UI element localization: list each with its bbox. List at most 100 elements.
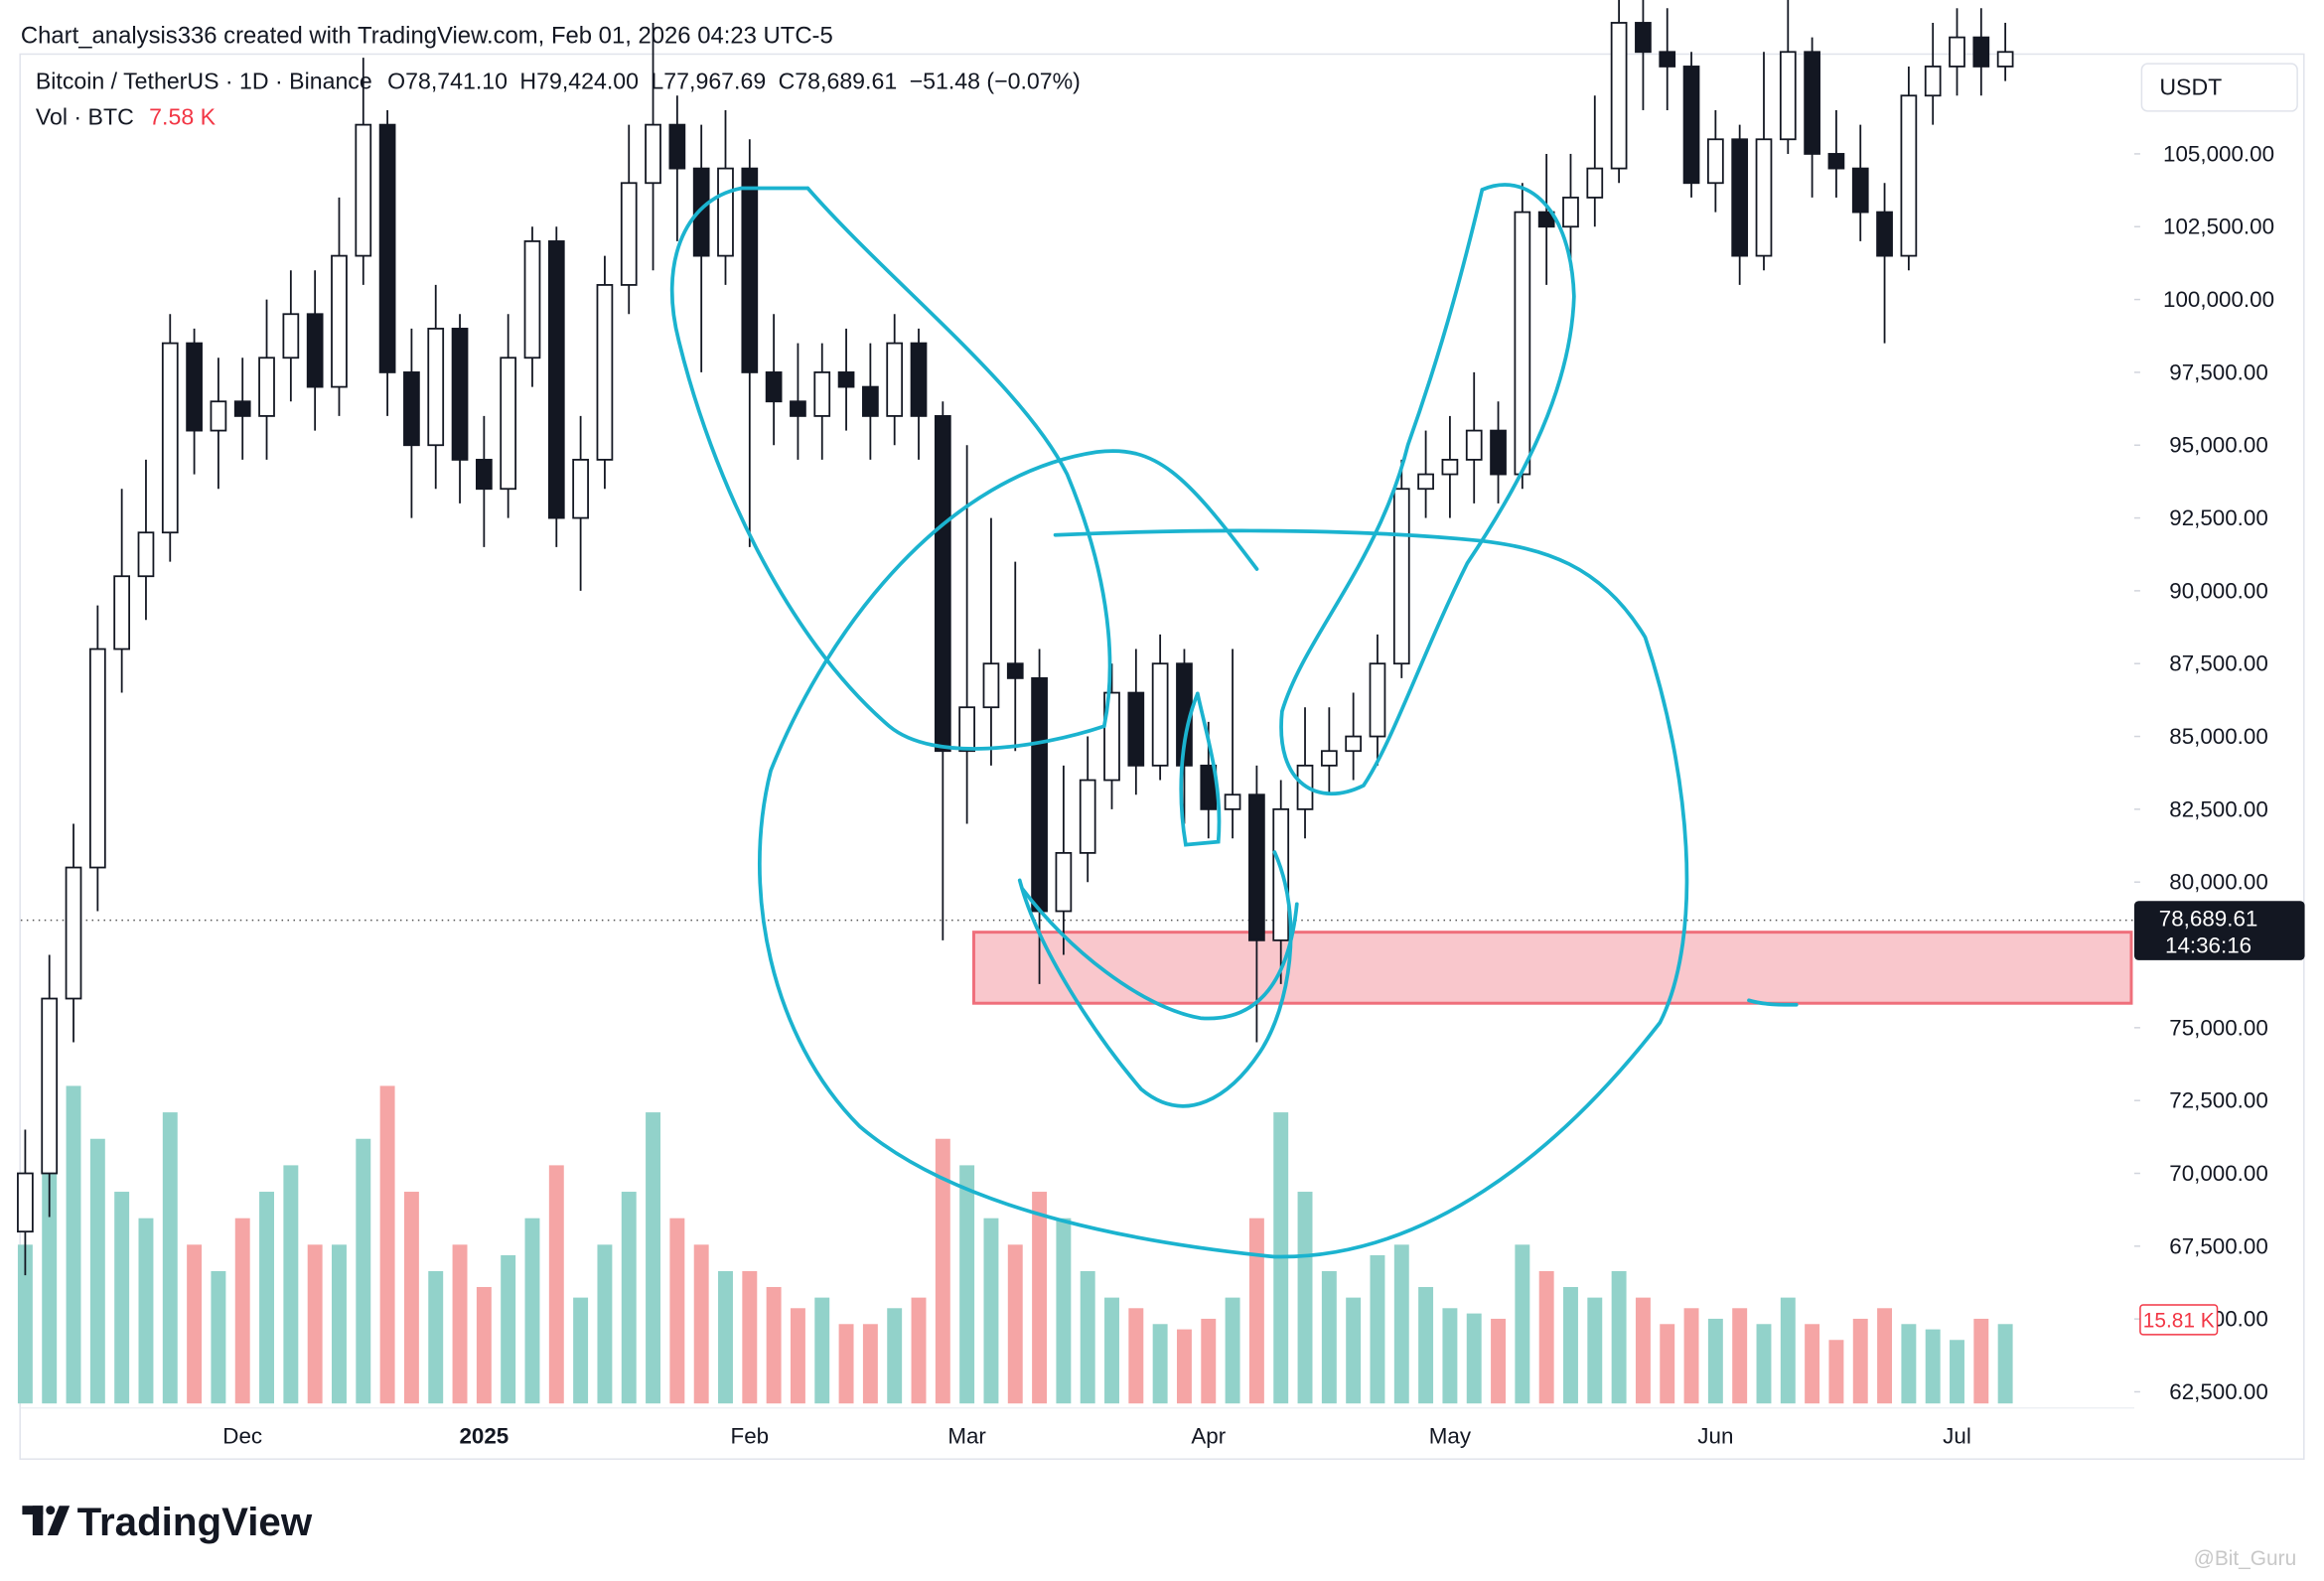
candle-body (403, 371, 420, 447)
y-tick-label: 92,500.00 (2169, 505, 2268, 530)
close: 78,689.61 (795, 69, 897, 94)
volume-bar (307, 1244, 323, 1404)
x-tick-label: Jun (1697, 1424, 1733, 1449)
change: −51.48 (−0.07%) (910, 69, 1081, 94)
y-tick-label: 72,500.00 (2169, 1088, 2268, 1113)
volume-bar (669, 1218, 685, 1404)
candle-body (306, 313, 324, 388)
candle-body (1103, 691, 1120, 782)
volume-bar (89, 1138, 105, 1404)
candle-body (1804, 51, 1820, 155)
volume-bar (959, 1165, 975, 1404)
candle-body (596, 284, 614, 461)
volume-bar (1563, 1286, 1578, 1404)
volume-bar (1538, 1270, 1554, 1404)
candle-body (910, 342, 928, 417)
credit: Chart_analysis336 created with TradingVi… (21, 22, 833, 49)
candle-body (1514, 211, 1531, 476)
candle-body (137, 531, 155, 578)
candle-body (547, 240, 565, 519)
candle-body (1031, 676, 1048, 913)
volume-bar (935, 1138, 950, 1404)
candle-body (1562, 197, 1579, 228)
countdown: 14:36:16 (2165, 933, 2251, 957)
volume-bar (1997, 1324, 2013, 1404)
volume-bar (1248, 1218, 1264, 1404)
drawing (1747, 998, 1799, 1007)
zone (971, 931, 2133, 1005)
candle-body (1248, 793, 1265, 941)
volume-bar (1901, 1324, 1917, 1404)
candle-body (451, 328, 469, 461)
y-tick-label: 100,000.00 (2163, 287, 2274, 312)
candle-body (837, 371, 855, 388)
candle-body (1779, 51, 1797, 141)
volume-bar (911, 1297, 927, 1404)
volume-bar (259, 1192, 274, 1404)
x-tick-label: Mar (947, 1424, 986, 1449)
volume-bar (621, 1192, 637, 1404)
candle-body (1537, 211, 1555, 228)
drawing (1020, 887, 1299, 1021)
candle-body (17, 1172, 34, 1233)
candle-body (717, 167, 734, 257)
volume-bar (476, 1286, 492, 1404)
l-label: L (651, 69, 663, 94)
volume-bar (1321, 1270, 1337, 1404)
y-tick-label: 105,000.00 (2163, 141, 2274, 166)
volume-bar (718, 1270, 733, 1404)
volume-bar (548, 1165, 564, 1404)
x-tick-label: Apr (1191, 1424, 1226, 1449)
candle-body (1924, 66, 1942, 97)
volume-bar (1852, 1318, 1868, 1404)
y-tick-label: 70,000.00 (2169, 1161, 2268, 1186)
candle-body (378, 123, 396, 373)
candle-body (1659, 51, 1676, 68)
c-label: C (779, 69, 796, 94)
candle-body (1707, 138, 1724, 185)
volume-bar (1780, 1297, 1796, 1404)
volume-bar (814, 1297, 830, 1404)
drawing (1017, 850, 1293, 1108)
candle-body (668, 123, 686, 170)
candle-body (1272, 807, 1290, 941)
candle-body (790, 400, 806, 417)
y-tick-label: 102,500.00 (2163, 215, 2274, 239)
candle-body (1731, 138, 1749, 257)
volume-bar (1056, 1218, 1072, 1404)
volume-bar (862, 1324, 878, 1404)
candle-body (186, 342, 203, 432)
candle-body (620, 182, 638, 286)
candle-body (1490, 429, 1507, 476)
volume-bar (1032, 1192, 1048, 1404)
candle-body (258, 357, 275, 417)
volume-bar (187, 1244, 203, 1404)
candle-body (741, 167, 759, 373)
candle-body (282, 313, 300, 359)
candle-body (1876, 211, 1893, 257)
volume-bar (1707, 1318, 1723, 1404)
volume-bar (524, 1218, 540, 1404)
currency-box[interactable] (2140, 63, 2298, 112)
candle-body (476, 459, 493, 491)
last-price-box (2133, 901, 2305, 960)
volume-bar (1491, 1318, 1506, 1404)
candle-body (1345, 735, 1363, 753)
volume-bar (138, 1218, 154, 1404)
candle-body (1127, 691, 1145, 767)
candle-body (934, 415, 951, 753)
last-volume-box (2139, 1304, 2219, 1336)
symbol: Bitcoin / TetherUS · 1D · Binance (36, 69, 372, 94)
candle-body (1996, 51, 2014, 68)
open: 78,741.10 (405, 69, 508, 94)
candle-body (88, 647, 106, 869)
candle-body (1079, 779, 1096, 854)
candle-body (427, 328, 445, 447)
volume-bar (1418, 1286, 1434, 1404)
volume-bar (693, 1244, 709, 1404)
volume-legend: Vol · BTC 7.58 K (36, 103, 217, 129)
candle-body (1369, 662, 1386, 738)
candle-body (1755, 138, 1773, 257)
volume-bar (573, 1297, 589, 1404)
volume-bar (1466, 1313, 1482, 1404)
